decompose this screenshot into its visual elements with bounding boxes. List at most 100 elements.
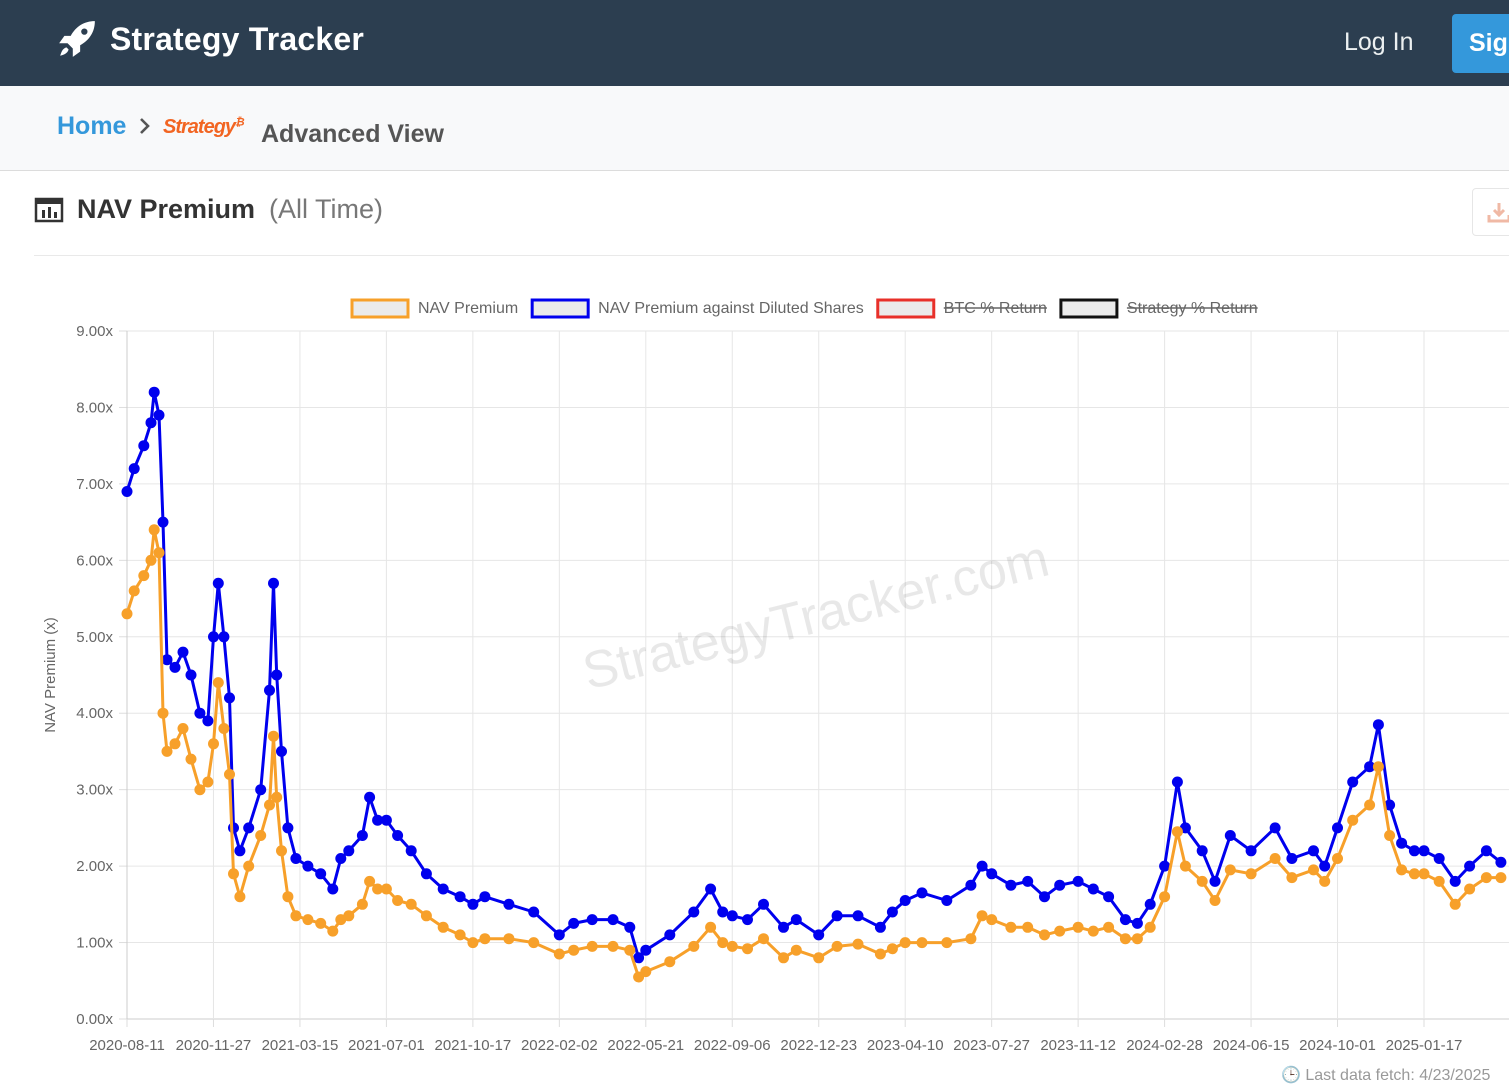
data-point bbox=[1039, 929, 1050, 941]
x-tick-label: 2023-11-12 bbox=[1040, 1037, 1116, 1054]
data-point bbox=[1245, 868, 1257, 880]
data-point bbox=[1087, 883, 1099, 895]
x-tick-label: 2022-09-06 bbox=[694, 1037, 771, 1054]
data-point bbox=[1072, 875, 1084, 887]
data-point bbox=[255, 830, 267, 841]
data-point bbox=[467, 937, 479, 949]
data-point bbox=[1224, 864, 1236, 876]
strategy-logo-sup: ₿ bbox=[235, 116, 245, 129]
card-header: NAV Premium (All Time) bbox=[34, 194, 383, 225]
x-tick-label: 2022-05-21 bbox=[607, 1037, 684, 1054]
data-point bbox=[315, 917, 327, 929]
series-nav-premium bbox=[121, 524, 1507, 983]
data-point bbox=[688, 940, 700, 952]
data-point bbox=[553, 929, 565, 941]
legend-swatch bbox=[350, 298, 410, 319]
strategy-logo[interactable]: Strategy₿ bbox=[163, 116, 245, 139]
x-tick-label: 2022-02-02 bbox=[521, 1037, 598, 1054]
data-point bbox=[202, 715, 214, 727]
data-point bbox=[965, 933, 977, 945]
data-point bbox=[271, 791, 283, 803]
data-point bbox=[633, 952, 645, 964]
data-point bbox=[1433, 853, 1445, 864]
data-point bbox=[899, 895, 911, 906]
data-point bbox=[758, 933, 769, 945]
signup-button[interactable]: Sig bbox=[1452, 14, 1509, 73]
data-point bbox=[1308, 845, 1319, 857]
data-point bbox=[790, 914, 802, 926]
export-button[interactable] bbox=[1472, 188, 1509, 236]
data-point bbox=[148, 386, 160, 398]
data-point bbox=[886, 943, 898, 955]
data-point bbox=[467, 898, 479, 910]
data-point bbox=[380, 883, 392, 895]
download-icon bbox=[1487, 203, 1509, 223]
data-point bbox=[194, 707, 206, 719]
breadcrumb-current: Advanced View bbox=[261, 120, 444, 148]
data-point bbox=[1209, 895, 1221, 906]
data-point bbox=[717, 906, 729, 918]
legend-item: BTC % Return bbox=[876, 298, 1047, 319]
data-point bbox=[243, 860, 255, 872]
data-point bbox=[145, 417, 157, 429]
data-point bbox=[688, 906, 700, 918]
x-tick-label: 2021-03-15 bbox=[262, 1037, 339, 1054]
data-point bbox=[852, 910, 864, 922]
brand-link[interactable]: Strategy Tracker bbox=[56, 18, 364, 60]
data-point bbox=[1372, 761, 1384, 773]
data-point bbox=[161, 745, 173, 757]
data-point bbox=[624, 921, 636, 933]
data-point bbox=[372, 814, 384, 826]
data-point bbox=[153, 409, 165, 421]
x-tick-label: 2023-04-10 bbox=[867, 1037, 944, 1054]
data-point bbox=[742, 943, 753, 955]
data-point bbox=[1418, 868, 1430, 880]
y-tick-label: 9.00x bbox=[76, 323, 113, 340]
data-point bbox=[169, 738, 181, 750]
data-point bbox=[528, 937, 540, 949]
nav-premium-chart: StrategyTracker.com 0.00x 1.00x 2.00x 3.00x… bbox=[42, 298, 1509, 1054]
data-point bbox=[607, 940, 619, 952]
data-point bbox=[831, 910, 843, 922]
data-point bbox=[1319, 860, 1331, 872]
data-point bbox=[1087, 925, 1099, 937]
x-tick-label: 2021-07-01 bbox=[348, 1037, 425, 1054]
x-tick-label: 2022-12-23 bbox=[780, 1037, 857, 1054]
data-point bbox=[327, 883, 339, 895]
login-link[interactable]: Log In bbox=[1344, 28, 1414, 56]
x-tick-label: 2024-06-15 bbox=[1213, 1037, 1290, 1054]
data-point bbox=[1319, 875, 1331, 887]
data-point bbox=[941, 895, 953, 906]
data-point bbox=[1480, 845, 1492, 857]
data-point bbox=[224, 692, 235, 704]
data-point bbox=[831, 940, 843, 952]
data-point bbox=[1408, 868, 1420, 880]
data-point bbox=[941, 937, 953, 949]
data-point bbox=[343, 845, 355, 857]
data-point bbox=[479, 891, 491, 903]
data-point bbox=[290, 910, 302, 922]
data-point bbox=[726, 940, 738, 952]
data-point bbox=[208, 631, 219, 643]
data-point bbox=[1464, 883, 1476, 895]
data-point bbox=[1005, 879, 1017, 891]
data-point bbox=[177, 723, 189, 734]
data-point bbox=[1196, 875, 1208, 887]
data-point bbox=[640, 966, 652, 978]
data-point bbox=[852, 938, 864, 950]
data-point bbox=[705, 921, 717, 933]
breadcrumb-home-link[interactable]: Home bbox=[57, 112, 127, 140]
data-point bbox=[742, 914, 753, 926]
data-point bbox=[437, 883, 449, 895]
data-point bbox=[290, 853, 302, 864]
y-tick-label: 6.00x bbox=[76, 552, 113, 569]
breadcrumb: Home Strategy₿ Advanced View bbox=[0, 86, 1509, 171]
data-point bbox=[1159, 891, 1171, 903]
data-point bbox=[212, 677, 224, 689]
data-point bbox=[282, 891, 294, 903]
x-tick-label: 2024-02-28 bbox=[1126, 1037, 1203, 1054]
data-point bbox=[1495, 872, 1507, 884]
data-point bbox=[302, 860, 314, 872]
data-point bbox=[1196, 845, 1208, 857]
x-tick-label: 2023-07-27 bbox=[953, 1037, 1030, 1054]
